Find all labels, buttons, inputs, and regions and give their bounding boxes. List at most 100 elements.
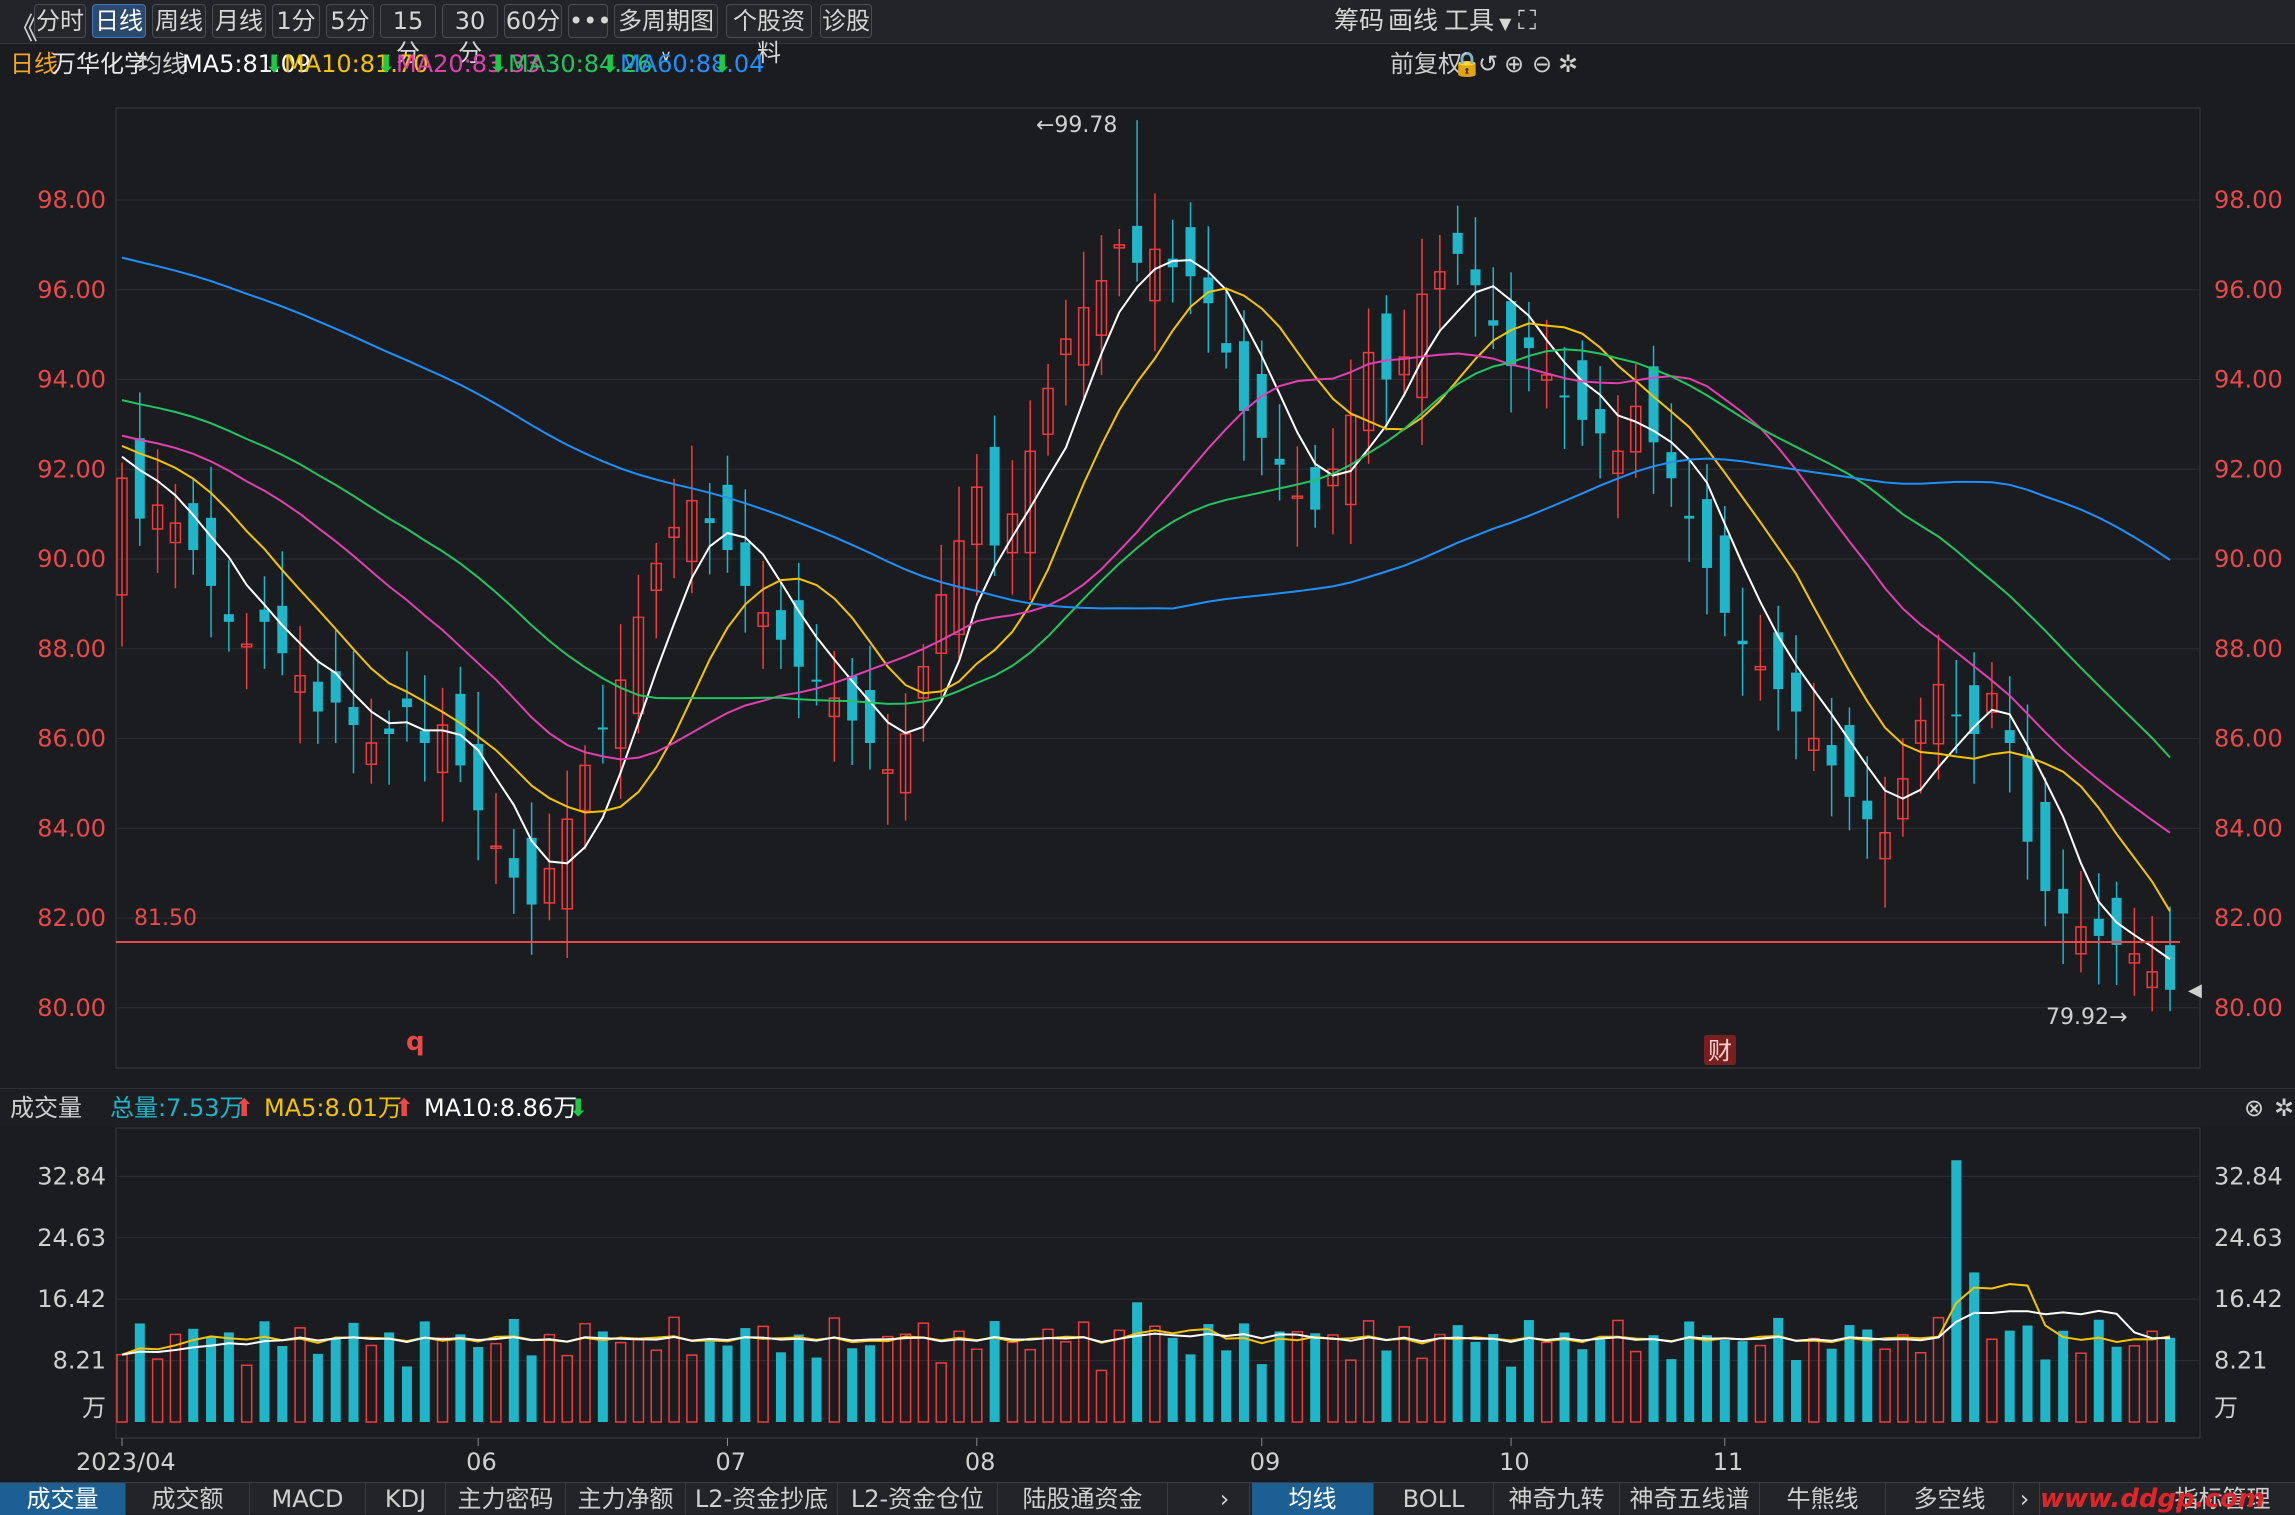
tab-daily[interactable]: 日线	[92, 4, 146, 38]
event-marker-q[interactable]: q	[406, 1027, 425, 1057]
candle-body-up	[240, 643, 253, 648]
tab-weekly[interactable]: 周线	[152, 4, 206, 38]
volume-bar-up	[1149, 1325, 1161, 1423]
event-marker-cai-bg[interactable]	[1704, 1035, 1736, 1065]
date-tick-label: 08	[965, 1448, 996, 1476]
candle-body-down	[740, 542, 751, 586]
close-icon[interactable]: ⊗	[2244, 1094, 2265, 1122]
candle-body-up	[668, 526, 680, 539]
stock-info-button[interactable]: 个股资料	[726, 4, 812, 67]
volume-bar-down	[722, 1345, 733, 1422]
tab-fenshi[interactable]: 分时	[34, 4, 86, 38]
indicator-tab[interactable]: 陆股通资金	[998, 1483, 1168, 1515]
zoom-in-icon[interactable]: ⊕	[1504, 50, 1525, 78]
candle-body-down	[277, 605, 288, 654]
volume-bar-up	[668, 1316, 680, 1423]
tab-60min[interactable]: 60分	[504, 4, 562, 38]
volume-bar-down	[348, 1322, 359, 1422]
indicator-tab[interactable]: L2-资金抄底	[686, 1483, 838, 1515]
volume-bar-down	[775, 1352, 786, 1422]
date-tick-label: 10	[1499, 1448, 1530, 1476]
candle-body-down	[1523, 337, 1534, 349]
volume-bar-down	[2093, 1319, 2104, 1422]
indicator-manage-button[interactable]: 指标管理	[2174, 1485, 2271, 1513]
candle-body-up	[579, 764, 591, 812]
event-marker-cai[interactable]: 财	[1708, 1037, 1732, 1065]
volume-bar-down	[2058, 1330, 2069, 1422]
volume-bar-up	[899, 1333, 912, 1423]
volume-bar-up	[1398, 1326, 1410, 1423]
volume-bar-down	[1719, 1340, 1730, 1422]
price-tick-label: 90.00	[37, 545, 106, 573]
indicator-tab[interactable]: 成交量	[0, 1483, 126, 1515]
multi-period-dropdown[interactable]: 多周期图 ∨	[614, 4, 718, 65]
volume-bar-up	[1879, 1348, 1891, 1423]
chevron-right-icon[interactable]: ›	[1200, 1483, 1250, 1515]
overlay-tab[interactable]: 多空线	[1886, 1483, 2014, 1515]
volume-bar-down	[277, 1346, 288, 1422]
volume-bar-down	[1559, 1332, 1570, 1422]
fullscreen-icon[interactable]: ⛶	[1518, 6, 1537, 36]
candle-body-down	[1132, 225, 1143, 263]
volume-bar-down	[2111, 1346, 2122, 1422]
indicator-tab[interactable]: MACD	[250, 1483, 366, 1515]
volume-bar-down	[2004, 1330, 2015, 1422]
volume-tick-label: 万	[2214, 1394, 2238, 1422]
volume-bar-down	[206, 1336, 217, 1422]
candle-body-down	[989, 446, 1000, 546]
price-tick-label: 86.00	[37, 725, 106, 753]
overlay-tab[interactable]: BOLL	[1374, 1483, 1494, 1515]
lock-icon[interactable]: 🔒	[1452, 50, 1482, 78]
diagnose-button[interactable]: 诊股	[820, 4, 872, 38]
draw-line-button[interactable]: 画线	[1388, 6, 1439, 35]
volume-axis: 32.84 32.84 24.63 24.63 16.42 16.42 8.21 8.21 万 万	[37, 1162, 2282, 1422]
candle-body-down	[526, 837, 537, 905]
volume-bar-down	[1470, 1341, 1481, 1422]
more-periods-button[interactable]: •••	[568, 4, 611, 38]
chevron-right-icon[interactable]: ›	[2010, 1483, 2040, 1515]
adjust-mode[interactable]: 前复权	[1390, 50, 1462, 78]
volume-total: 总量:7.53万	[110, 1094, 244, 1122]
undo-icon[interactable]: ↺	[1478, 50, 1499, 78]
ma-legend-bar: 日线 万华化学 均线 MA5:81.09 ⬇ MA10:81.70 ⬇ MA20…	[0, 44, 2295, 84]
tab-monthly[interactable]: 月线	[212, 4, 266, 38]
overlay-tab[interactable]: 神奇九转	[1494, 1483, 1620, 1515]
tab-1min[interactable]: 1分	[272, 4, 320, 38]
candle-body-down	[1488, 320, 1499, 326]
candle-body-up	[1540, 374, 1553, 381]
ma10-line	[121, 287, 2171, 912]
indicator-tab[interactable]: 主力净额	[566, 1483, 686, 1515]
indicator-tab[interactable]: 主力密码	[446, 1483, 566, 1515]
ma-label[interactable]: 均线	[138, 50, 186, 78]
volume-bar-down	[1701, 1335, 1712, 1422]
gear-icon[interactable]: ✲	[1558, 50, 1579, 78]
indicator-tab[interactable]: L2-资金仓位	[838, 1483, 998, 1515]
volume-ma10: MA10:8.86万	[424, 1094, 578, 1122]
tab-5min[interactable]: 5分	[326, 4, 374, 38]
overlay-tab[interactable]: 神奇五线谱	[1620, 1483, 1760, 1515]
arrow-down-icon: ⬇	[600, 50, 621, 78]
tab-30min[interactable]: 30分	[442, 4, 498, 67]
volume-bar-down	[1132, 1302, 1143, 1422]
volume-chart[interactable]: 32.84 32.84 24.63 24.63 16.42 16.42 8.21 8.21 万 万…	[0, 1126, 2295, 1482]
price-chart[interactable]: 98.00 96.00 94.00 92.00 90.00 88.00 86.00 84.00…	[0, 84, 2295, 1088]
ma-lines	[121, 256, 2171, 961]
gear-icon[interactable]: ✲	[2274, 1094, 2295, 1122]
candle-body-up	[2075, 926, 2087, 955]
zoom-out-icon[interactable]: ⊖	[1532, 50, 1553, 78]
chips-button[interactable]: 筹码	[1334, 6, 1385, 35]
tools-menu[interactable]: 工具 ▼	[1444, 4, 1511, 38]
chevron-double-left-icon[interactable]: 《	[8, 12, 38, 47]
tab-15min[interactable]: 15分	[380, 4, 436, 67]
volume-bar-up	[169, 1333, 182, 1423]
ma10-value: MA10:81.70	[284, 50, 429, 78]
candle-body-down	[2022, 755, 2033, 842]
indicator-tab[interactable]: 成交额	[126, 1483, 250, 1515]
candle-body-up	[1024, 450, 1036, 554]
candle-body-down	[1666, 452, 1677, 479]
volume-label[interactable]: 成交量	[10, 1094, 82, 1122]
overlay-tab[interactable]: 牛熊线	[1760, 1483, 1886, 1515]
candle-body-down	[455, 693, 466, 766]
indicator-tab[interactable]: KDJ	[366, 1483, 446, 1515]
overlay-tab[interactable]: 均线	[1252, 1483, 1374, 1515]
